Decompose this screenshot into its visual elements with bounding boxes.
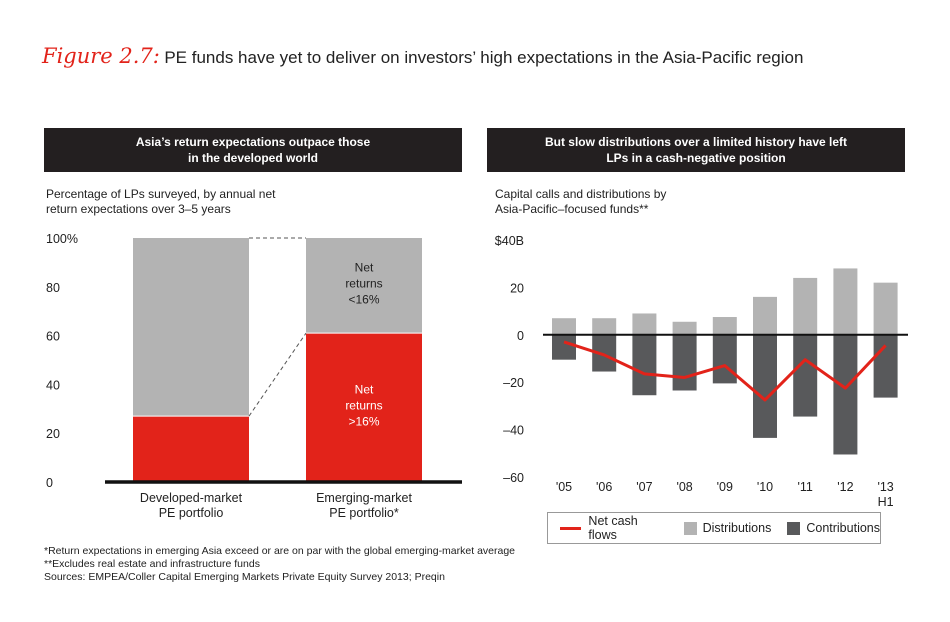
left-stacked-bar-chart: 0 20 40 60 80 100% Net returns <16% Net returns >16… — [46, 232, 462, 520]
bar-segment-low-returns — [133, 238, 249, 417]
right-subtitle-line1: Capital calls and distributions by — [495, 187, 667, 201]
y-tick-label: 0 — [46, 476, 53, 490]
bar-segment-high-returns — [306, 333, 422, 482]
y-tick-label: 20 — [46, 427, 60, 441]
left-subtitle: Percentage of LPs surveyed, by annual ne… — [46, 187, 275, 217]
bar-contributions — [793, 334, 818, 417]
legend-label-distributions: Distributions — [702, 521, 772, 535]
bar-segment-low-returns — [306, 238, 422, 334]
x-category-label: '08 — [676, 480, 692, 494]
sources-note: Sources: EMPEA/Coller Capital Emerging M… — [44, 571, 445, 583]
left-panel-header: Asia’s return expectations outpace those… — [44, 128, 462, 172]
x-category-label: '07 — [636, 480, 652, 494]
legend-item-distributions: Distributions — [683, 521, 772, 535]
legend-swatch-distributions — [683, 521, 697, 535]
x-category-label: '09 — [717, 480, 733, 494]
y-tick-label: –20 — [503, 376, 524, 390]
bar-contributions — [632, 334, 657, 396]
legend-label-net-cash-flows: Net cash flows — [588, 514, 638, 542]
x-category-label: PE portfolio* — [329, 506, 399, 520]
bar-distributions — [592, 318, 617, 335]
x-category-label: '06 — [596, 480, 612, 494]
bar-distributions — [833, 268, 858, 335]
bar-distributions — [552, 318, 576, 335]
x-category-label: '12 — [837, 480, 853, 494]
legend-item-contributions: Contributions — [787, 521, 880, 535]
x-category-label: Emerging-market — [316, 491, 412, 505]
right-subtitle-line2: Asia-Pacific–focused funds** — [495, 202, 649, 216]
y-tick-label: 100% — [46, 232, 78, 246]
figure-label: Figure 2.7: — [42, 44, 160, 68]
right-header-line1: But slow distributions over a limited hi… — [544, 135, 848, 149]
segment-label-high-returns: returns — [345, 399, 382, 413]
bar-distributions — [632, 313, 657, 335]
right-cashflow-chart: –60 –40 –20 0 20 $40B '05 '06 '07 '08 '09 '10 '11 '12… — [495, 234, 908, 509]
y-tick-label: 60 — [46, 330, 60, 344]
left-subtitle-line1: Percentage of LPs surveyed, by annual ne… — [46, 187, 276, 201]
bar-contributions — [753, 334, 777, 438]
x-category-label: PE portfolio — [159, 506, 224, 520]
right-panel-header: But slow distributions over a limited hi… — [487, 128, 905, 172]
bar-contributions — [552, 334, 576, 360]
right-chart-legend: Net cash flows Distributions Contributio… — [547, 512, 881, 544]
bar-distributions — [793, 277, 818, 335]
y-tick-label: –40 — [503, 424, 524, 438]
segment-label-high-returns: >16% — [348, 415, 379, 429]
y-tick-label: 80 — [46, 281, 60, 295]
left-header-line2: in the developed world — [187, 151, 318, 165]
bar-contributions — [873, 334, 898, 398]
legend-line-swatch — [560, 526, 582, 530]
footnote-1: *Return expectations in emerging Asia ex… — [44, 545, 516, 557]
figure-title: Figure 2.7: PE funds have yet to deliver… — [42, 44, 803, 68]
x-category-label: Developed-market — [140, 491, 243, 505]
segment-label-low-returns: Net — [355, 261, 374, 275]
bar-segment-high-returns — [133, 416, 249, 482]
legend-item-net-cash-flows: Net cash flows — [560, 514, 668, 542]
y-tick-label: 20 — [510, 281, 524, 295]
net-cash-flows-line — [563, 340, 887, 402]
x-category-label: '13 — [877, 480, 893, 494]
segment-label-low-returns: returns — [345, 277, 382, 291]
segment-label-high-returns: Net — [355, 383, 374, 397]
connector-middle — [248, 332, 307, 417]
x-category-label: H1 — [878, 495, 894, 509]
x-category-label: '11 — [798, 480, 813, 494]
segment-label-low-returns: <16% — [348, 293, 379, 307]
x-category-label: '10 — [757, 480, 773, 494]
x-category-label: '05 — [556, 480, 572, 494]
y-tick-label: –60 — [503, 471, 524, 485]
footnote-2: **Excludes real estate and infrastructur… — [44, 558, 260, 570]
left-subtitle-line2: return expectations over 3–5 years — [46, 202, 231, 216]
bar-distributions — [712, 317, 737, 335]
bar-distributions — [672, 321, 697, 335]
right-header-line2: LPs in a cash-negative position — [606, 151, 786, 165]
bar-contributions — [672, 334, 697, 391]
figure-title-text: PE funds have yet to deliver on investor… — [164, 48, 804, 67]
y-tick-label: $40B — [495, 234, 524, 248]
bar-distributions — [753, 296, 777, 335]
bar-distributions — [873, 282, 898, 335]
bar-contributions — [833, 334, 858, 455]
footnotes: *Return expectations in emerging Asia ex… — [44, 545, 515, 584]
right-subtitle: Capital calls and distributions by Asia-… — [495, 187, 666, 217]
y-tick-label: 0 — [517, 329, 524, 343]
legend-label-contributions: Contributions — [806, 521, 880, 535]
y-tick-label: 40 — [46, 378, 60, 392]
bar-contributions — [712, 334, 737, 384]
legend-swatch-contributions — [787, 521, 801, 535]
left-header-line1: Asia’s return expectations outpace those — [135, 135, 371, 149]
